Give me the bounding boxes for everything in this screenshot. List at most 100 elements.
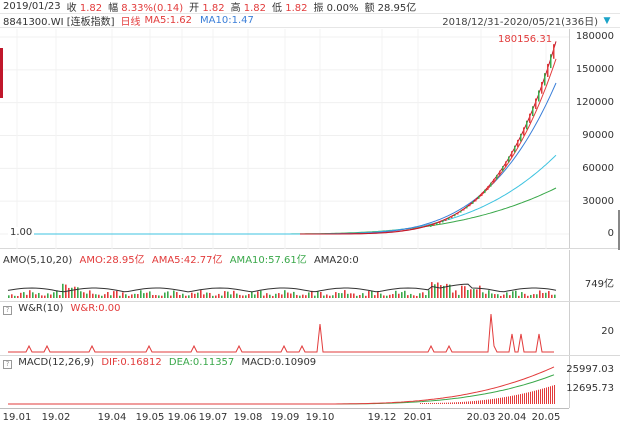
volume-bar <box>8 295 10 298</box>
macd-bar <box>496 398 497 404</box>
volume-bar <box>206 292 208 298</box>
volume-bar <box>278 293 280 298</box>
volume-bar <box>287 292 289 298</box>
volume-bar <box>323 295 325 298</box>
period-label[interactable]: 日线 <box>120 17 141 28</box>
volume-bar <box>224 291 226 298</box>
volume-bar <box>518 295 520 298</box>
volume-bar <box>404 290 406 298</box>
volume-bar <box>434 284 436 298</box>
volume-bar <box>140 290 142 298</box>
volume-bar <box>29 290 31 298</box>
volume-bar <box>155 295 157 298</box>
volume-bar <box>242 295 244 298</box>
x-tick-19.10: 19.10 <box>305 412 335 423</box>
main-chart-pane[interactable]: 180000 150000 120000 90000 60000 30000 0… <box>0 29 620 249</box>
macd-bar <box>536 390 537 404</box>
volume-bar <box>359 294 361 298</box>
volume-bar <box>290 293 292 298</box>
candle <box>433 223 435 226</box>
volume-bar <box>326 294 328 298</box>
amo-value: AMO:28.95亿 <box>79 255 145 266</box>
candle <box>535 98 537 109</box>
volume-bar <box>386 295 388 298</box>
candle <box>529 113 531 123</box>
max-price-marker: 180156.31 <box>498 34 553 45</box>
volume-bar <box>515 290 517 298</box>
macd-bar <box>468 401 469 404</box>
help-icon[interactable]: ? <box>3 360 12 369</box>
ama5-value: AMA5:42.77亿 <box>151 255 223 266</box>
scrollbar-thumb[interactable] <box>618 210 620 250</box>
volume-bar <box>62 283 64 298</box>
volume-bar <box>437 282 439 298</box>
volume-bar <box>170 295 172 298</box>
macd-bar <box>484 399 485 404</box>
quote-date: 2019/01/23 <box>3 1 61 12</box>
volume-bar <box>293 291 295 298</box>
candle <box>508 156 510 163</box>
volume-bar <box>413 295 415 298</box>
volume-bar <box>296 294 298 298</box>
volume-bar <box>551 294 553 298</box>
candle <box>487 186 489 190</box>
wr-pane[interactable]: ? W&R(10) W&R:0.00 20 <box>0 302 620 356</box>
macd-bar <box>454 402 455 404</box>
macd-bar <box>548 386 549 404</box>
x-tick-20.04: 20.04 <box>497 412 527 423</box>
dif-line <box>8 366 555 405</box>
volume-bar <box>440 285 442 298</box>
ama5-line <box>7 283 557 293</box>
macd-bar <box>520 394 521 404</box>
macd-bar <box>504 397 505 404</box>
macd-bar <box>500 397 501 404</box>
volume-bar <box>407 295 409 298</box>
volume-bar <box>134 293 136 298</box>
volume-bar <box>83 292 85 298</box>
volume-bar <box>212 295 214 298</box>
quote-close: 收 1.82 <box>66 3 103 14</box>
symbol-label[interactable]: 8841300.WI [连板指数] <box>3 17 115 28</box>
volume-bar <box>356 295 358 298</box>
candle <box>469 203 471 207</box>
volume-bar <box>89 290 91 298</box>
candle <box>547 63 549 77</box>
volume-bar <box>194 293 196 298</box>
volume-bar <box>317 291 319 298</box>
macd-bar <box>478 400 479 404</box>
volume-bar <box>272 295 274 298</box>
wr-title[interactable]: W&R(10) <box>18 303 64 314</box>
amo-title[interactable]: AMO(5,10,20) <box>3 255 73 266</box>
macd-bar <box>480 400 481 404</box>
volume-bar <box>17 295 19 298</box>
volume-bar <box>239 294 241 298</box>
macd-bar <box>542 388 543 404</box>
candle <box>457 212 459 215</box>
amo-pane[interactable]: AMO(5,10,20) AMO:28.95亿 AMA5:42.77亿 AMA1… <box>0 250 620 302</box>
macd-bar <box>428 402 429 404</box>
volume-bar <box>161 295 163 298</box>
volume-bar <box>464 286 466 298</box>
volume-bar <box>38 292 40 298</box>
volume-bar <box>338 293 340 298</box>
date-range[interactable]: 2018/12/31-2020/05/21(336日) <box>442 17 598 28</box>
macd-bar <box>508 396 509 404</box>
volume-bar <box>191 292 193 298</box>
macd-bar <box>440 402 441 404</box>
candle <box>541 81 543 94</box>
arrow-down-icon[interactable]: ▼ <box>603 16 611 26</box>
macd-legend: ? MACD(12,26,9) DIF:0.16812 DEA:0.11357 … <box>3 357 320 369</box>
macd-bar <box>510 396 511 404</box>
volume-bar <box>329 295 331 298</box>
help-icon[interactable]: ? <box>3 306 12 315</box>
volume-bar <box>524 293 526 298</box>
macd-bar <box>534 390 535 404</box>
y-axis-line <box>569 250 570 301</box>
macd-pane[interactable]: ? MACD(12,26,9) DIF:0.16812 DEA:0.11357 … <box>0 356 620 408</box>
volume-bar <box>314 295 316 298</box>
x-axis: 19.01 19.02 19.04 19.05 19.06 19.07 19.08 19.09… <box>0 408 620 428</box>
volume-bar <box>398 293 400 298</box>
volume-bar <box>215 295 217 298</box>
macd-title[interactable]: MACD(12,26,9) <box>18 357 95 368</box>
wr-line <box>8 313 554 353</box>
